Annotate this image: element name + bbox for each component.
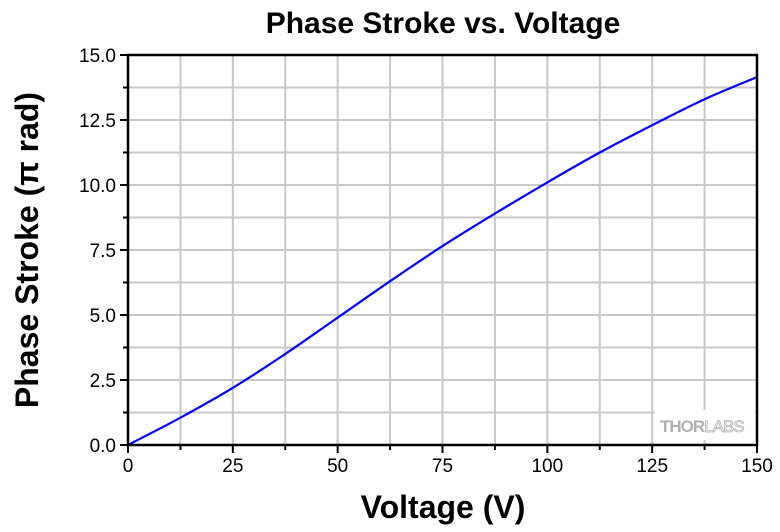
thorlabs-watermark: THORLABS xyxy=(655,410,755,440)
x-tick-label: 0 xyxy=(123,456,134,477)
svg-text:THORLABS: THORLABS xyxy=(660,417,744,436)
y-tick-label: 15.0 xyxy=(79,46,116,67)
x-tick-label: 25 xyxy=(222,456,243,477)
y-tick-label: 7.5 xyxy=(90,241,116,262)
plot-frame xyxy=(126,53,759,447)
y-tick-label: 0.0 xyxy=(90,436,116,457)
y-axis-label: Phase Stroke (π rad) xyxy=(9,92,45,408)
x-axis-label: Voltage (V) xyxy=(361,489,526,525)
chart-title: Phase Stroke vs. Voltage xyxy=(266,7,621,40)
x-tick-label: 75 xyxy=(432,456,453,477)
y-tick-label: 10.0 xyxy=(79,176,116,197)
y-tick-label: 2.5 xyxy=(90,371,116,392)
x-tick-label: 150 xyxy=(741,456,773,477)
y-tick-label: 12.5 xyxy=(79,111,116,132)
series-line xyxy=(127,76,758,446)
y-tick-label: 5.0 xyxy=(90,306,116,327)
x-tick-label: 50 xyxy=(327,456,348,477)
x-tick-label: 125 xyxy=(636,456,668,477)
x-tick-label: 100 xyxy=(531,456,563,477)
